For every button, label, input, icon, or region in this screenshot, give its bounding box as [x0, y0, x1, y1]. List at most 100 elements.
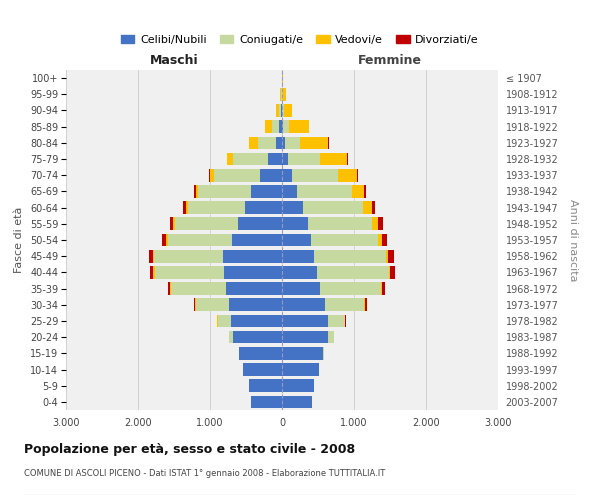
Bar [371, 202, 375, 214]
Bar [227, 152, 233, 166]
Text: Popolazione per età, sesso e stato civile - 2008: Popolazione per età, sesso e stato civil… [24, 442, 355, 456]
Bar [282, 250, 314, 262]
Bar [282, 266, 317, 278]
Bar [251, 396, 282, 408]
Bar [363, 202, 371, 214]
Bar [282, 185, 298, 198]
Bar [154, 250, 223, 262]
Bar [357, 169, 358, 181]
Bar [196, 185, 199, 198]
Y-axis label: Fasce di età: Fasce di età [14, 207, 25, 273]
Bar [282, 363, 319, 376]
Bar [265, 120, 272, 133]
Bar [282, 120, 283, 133]
Bar [282, 314, 328, 328]
Bar [338, 169, 357, 181]
Bar [308, 218, 373, 230]
Bar [167, 234, 232, 246]
Bar [282, 152, 288, 166]
Bar [388, 250, 394, 262]
Bar [199, 185, 251, 198]
Bar [325, 298, 364, 311]
Text: Femmine: Femmine [358, 54, 422, 67]
Bar [231, 314, 282, 328]
Bar [238, 218, 282, 230]
Y-axis label: Anni di nascita: Anni di nascita [568, 198, 578, 281]
Bar [292, 169, 338, 181]
Bar [279, 104, 281, 117]
Bar [226, 282, 282, 295]
Bar [373, 218, 378, 230]
Bar [154, 266, 155, 278]
Bar [317, 266, 389, 278]
Bar [173, 218, 175, 230]
Bar [282, 347, 323, 360]
Bar [210, 169, 214, 181]
Bar [251, 185, 282, 198]
Bar [298, 185, 352, 198]
Bar [194, 298, 195, 311]
Legend: Celibi/Nubili, Coniugati/e, Vedovi/e, Divorziati/e: Celibi/Nubili, Coniugati/e, Vedovi/e, Di… [117, 30, 483, 50]
Bar [149, 250, 152, 262]
Bar [391, 266, 395, 278]
Bar [260, 169, 282, 181]
Bar [282, 298, 325, 311]
Bar [300, 136, 328, 149]
Bar [188, 202, 245, 214]
Bar [378, 218, 383, 230]
Bar [282, 136, 285, 149]
Bar [166, 234, 167, 246]
Bar [249, 136, 257, 149]
Bar [328, 314, 344, 328]
Bar [314, 250, 386, 262]
Bar [272, 120, 279, 133]
Bar [282, 72, 283, 85]
Bar [364, 298, 365, 311]
Bar [282, 331, 328, 344]
Bar [194, 185, 196, 198]
Bar [347, 152, 348, 166]
Bar [152, 250, 154, 262]
Text: Maschi: Maschi [149, 54, 199, 67]
Bar [184, 202, 185, 214]
Bar [282, 234, 311, 246]
Bar [268, 152, 282, 166]
Bar [279, 120, 282, 133]
Bar [379, 234, 382, 246]
Bar [233, 152, 268, 166]
Bar [282, 396, 311, 408]
Bar [232, 234, 282, 246]
Bar [229, 331, 233, 344]
Bar [386, 250, 388, 262]
Bar [281, 104, 282, 117]
Text: COMUNE DI ASCOLI PICENO - Dati ISTAT 1° gennaio 2008 - Elaborazione TUTTITALIA.I: COMUNE DI ASCOLI PICENO - Dati ISTAT 1° … [24, 469, 385, 478]
Bar [284, 104, 292, 117]
Bar [283, 88, 286, 101]
Bar [289, 120, 309, 133]
Bar [168, 282, 170, 295]
Bar [282, 202, 302, 214]
Bar [345, 314, 346, 328]
Bar [320, 282, 380, 295]
Bar [229, 298, 282, 311]
Bar [283, 104, 284, 117]
Bar [365, 298, 367, 311]
Bar [171, 282, 226, 295]
Bar [214, 169, 260, 181]
Bar [170, 282, 171, 295]
Bar [155, 266, 224, 278]
Bar [175, 218, 238, 230]
Bar [245, 202, 282, 214]
Bar [282, 282, 320, 295]
Bar [328, 331, 334, 344]
Bar [382, 282, 385, 295]
Bar [185, 202, 188, 214]
Bar [380, 282, 382, 295]
Bar [282, 218, 308, 230]
Bar [352, 185, 364, 198]
Bar [288, 152, 320, 166]
Bar [170, 218, 173, 230]
Bar [224, 266, 282, 278]
Bar [196, 298, 229, 311]
Bar [320, 152, 347, 166]
